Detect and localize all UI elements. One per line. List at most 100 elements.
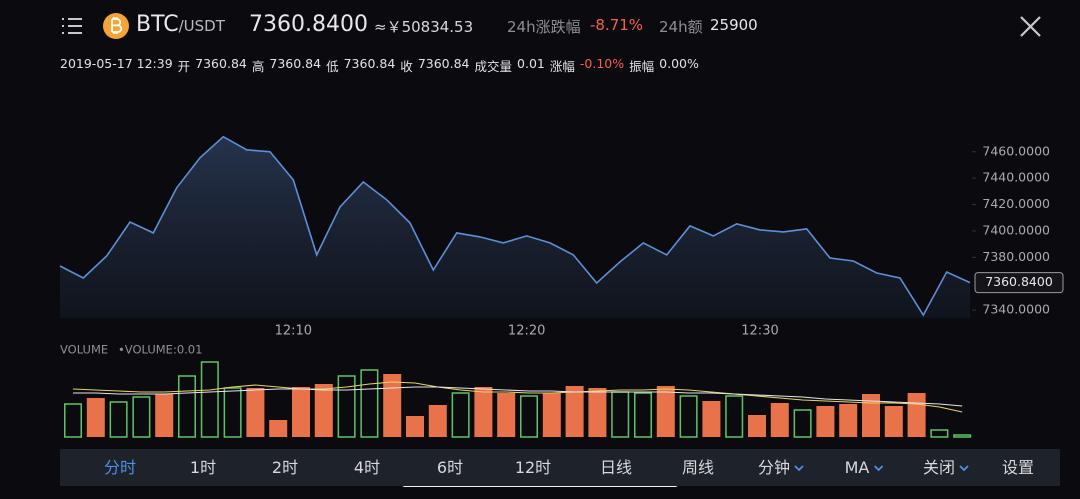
volume-bar bbox=[200, 361, 219, 438]
volume-bar bbox=[474, 387, 493, 437]
volume-bar bbox=[360, 369, 379, 438]
toolbar-item[interactable]: 分钟 bbox=[758, 449, 804, 486]
info-time: 2019-05-17 12:39 bbox=[60, 56, 173, 71]
toolbar-item[interactable]: 分时 bbox=[103, 458, 137, 477]
volume-bar bbox=[178, 375, 196, 438]
volume-bar bbox=[770, 403, 789, 437]
info-value: 7360.84 bbox=[417, 56, 470, 71]
volume-bar bbox=[109, 401, 128, 438]
volume-bar bbox=[907, 393, 926, 437]
info-row: 2019-05-17 12:39 开 7360.84 高 7360.84 低 7360.84… bbox=[60, 56, 699, 75]
info-label: 开 bbox=[177, 59, 191, 74]
toolbar-item[interactable]: 1时 bbox=[189, 458, 217, 477]
info-value: 0.00% bbox=[659, 56, 699, 71]
volume-ma-line bbox=[73, 386, 963, 407]
info-label: 成交量 bbox=[474, 59, 513, 74]
price: 7360.8400 bbox=[249, 12, 368, 37]
volume-bar bbox=[155, 394, 174, 437]
x-tick-label: 12:30 bbox=[741, 324, 778, 339]
price-chart: 7460.0000 7440.0000 7420.0000 7400.0000 7380… bbox=[59, 135, 1064, 339]
volume-bar bbox=[132, 396, 151, 438]
symbol-pair: BTC/USDT bbox=[136, 12, 225, 37]
close-button[interactable] bbox=[1020, 16, 1041, 37]
volume-bar bbox=[86, 398, 105, 437]
volume-bar bbox=[246, 388, 265, 437]
info-label: 低 bbox=[326, 59, 339, 74]
volume-bar bbox=[862, 394, 880, 437]
x-tick-label: 12:10 bbox=[275, 324, 312, 339]
volume-bar bbox=[953, 434, 972, 438]
volume-bar bbox=[428, 405, 447, 437]
volume-bar bbox=[656, 386, 675, 437]
amount-label: 24h额 bbox=[659, 18, 703, 36]
change-label: 24h涨跌幅 bbox=[507, 18, 581, 36]
volume-bar bbox=[314, 384, 333, 437]
last-price-box bbox=[974, 272, 1064, 294]
quote: /USDT bbox=[178, 17, 225, 35]
dropdown-icon bbox=[873, 464, 884, 471]
info-label: 收 bbox=[400, 59, 413, 74]
volume-bar bbox=[748, 415, 766, 437]
toolbar-item[interactable]: 2时 bbox=[271, 458, 299, 477]
volume-chart: VOLUME •VOLUME:0.01 bbox=[60, 343, 972, 438]
cny-price: ≈￥50834.53 bbox=[374, 18, 474, 36]
volume-bar bbox=[611, 391, 630, 438]
toolbar-item[interactable]: 关闭 bbox=[923, 449, 969, 486]
info-label: 高 bbox=[251, 59, 265, 74]
info-value: 0.01 bbox=[517, 56, 545, 71]
volume-bar bbox=[930, 429, 949, 438]
info-label: 涨幅 bbox=[549, 59, 575, 74]
volume-ma-line bbox=[72, 381, 963, 413]
volume-bar bbox=[292, 387, 310, 437]
toolbar-item[interactable]: 周线 bbox=[681, 458, 715, 477]
price-line bbox=[59, 135, 971, 317]
volume-title: VOLUME bbox=[60, 343, 108, 357]
volume-bar bbox=[884, 406, 903, 437]
symbol: BTC bbox=[136, 12, 179, 37]
x-tick-label: 12:20 bbox=[508, 324, 545, 339]
y-tick-label: 7340.0000 bbox=[982, 302, 1050, 317]
volume-bar bbox=[64, 403, 82, 438]
toolbar-item[interactable]: 4时 bbox=[353, 458, 381, 477]
volume-bar bbox=[679, 395, 698, 438]
volume-bar bbox=[793, 409, 812, 438]
volume-bar bbox=[269, 420, 288, 437]
volume-bar bbox=[451, 392, 470, 438]
info-value: 7360.84 bbox=[195, 56, 247, 71]
y-tick-label: 7420.0000 bbox=[982, 196, 1050, 211]
toolbar-item[interactable]: 12时 bbox=[514, 458, 552, 477]
volume-bar bbox=[565, 386, 584, 437]
y-tick-label: 7400.0000 bbox=[982, 222, 1050, 237]
volume-bar bbox=[542, 393, 561, 437]
volume-bar bbox=[634, 392, 652, 438]
toolbar-item[interactable]: 6时 bbox=[436, 458, 464, 477]
amount: 25900 bbox=[710, 16, 758, 34]
volume-bar bbox=[520, 395, 538, 438]
chevron bbox=[959, 464, 969, 471]
volume-bar bbox=[702, 401, 721, 437]
chevron bbox=[794, 464, 804, 471]
info-value: 7360.84 bbox=[343, 56, 396, 71]
info-label: 振幅 bbox=[629, 59, 655, 74]
menu-icon[interactable] bbox=[62, 18, 82, 34]
dropdown-icon bbox=[959, 464, 969, 471]
volume-bar bbox=[839, 404, 858, 437]
volume-bar bbox=[223, 387, 242, 438]
toolbar-item[interactable]: 日线 bbox=[599, 458, 633, 477]
y-tick-label: 7440.0000 bbox=[982, 170, 1050, 185]
volume-bar bbox=[816, 406, 835, 437]
info-value: 7360.84 bbox=[269, 56, 322, 71]
volume-bar bbox=[497, 393, 516, 437]
change: -8.71% bbox=[590, 16, 644, 34]
toolbar-item[interactable]: 设置 bbox=[1001, 458, 1035, 477]
y-tick-label: 7380.0000 bbox=[982, 249, 1050, 264]
volume-bar bbox=[725, 395, 744, 438]
last-price-label: 7360.8400 bbox=[985, 274, 1053, 289]
coin-icon bbox=[103, 13, 129, 39]
toolbar-item[interactable]: MA bbox=[845, 449, 884, 486]
chevron bbox=[873, 464, 884, 471]
price-area bbox=[60, 136, 970, 318]
y-tick-label: 7460.0000 bbox=[982, 143, 1050, 158]
